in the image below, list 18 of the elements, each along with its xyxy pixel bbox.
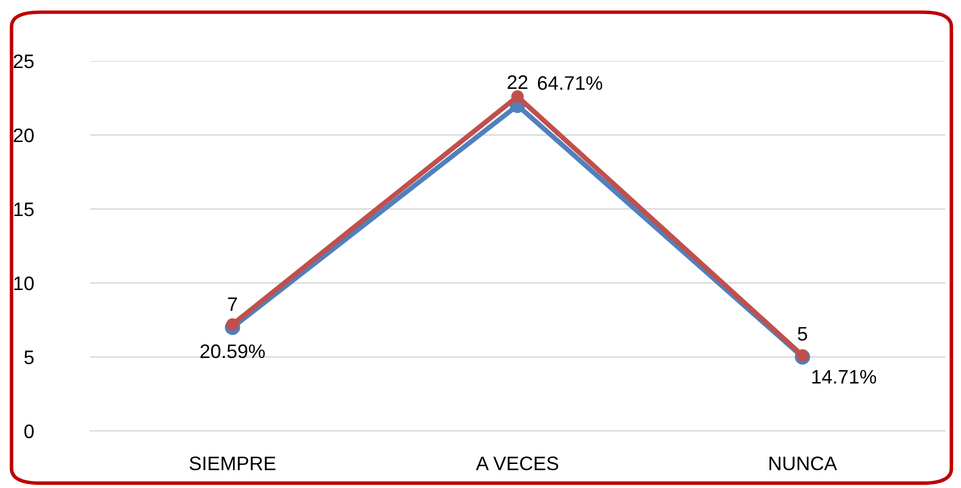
y-tick-label: 5 [24, 350, 34, 364]
point [511, 90, 524, 103]
annotation: 20.59% [200, 344, 265, 358]
y-tick-label: 15 [14, 202, 34, 216]
x-tick-label: SIEMPRE [190, 456, 276, 470]
data-label: 5 [798, 327, 808, 341]
y-tick-label: 25 [14, 54, 34, 68]
annotation: 14.71% [812, 370, 876, 384]
x-tick-label: A VECES [476, 456, 558, 470]
data-label: 7 [228, 297, 237, 311]
y-tick-label: 10 [14, 276, 34, 290]
y-tick-label: 0 [24, 424, 34, 438]
y-tick-label: 20 [14, 128, 34, 142]
point [226, 318, 239, 331]
x-tick-label: NUNCA [770, 456, 838, 470]
annotation: 64.71% [538, 76, 602, 90]
data-label: 22 [508, 75, 528, 89]
point [796, 349, 809, 362]
